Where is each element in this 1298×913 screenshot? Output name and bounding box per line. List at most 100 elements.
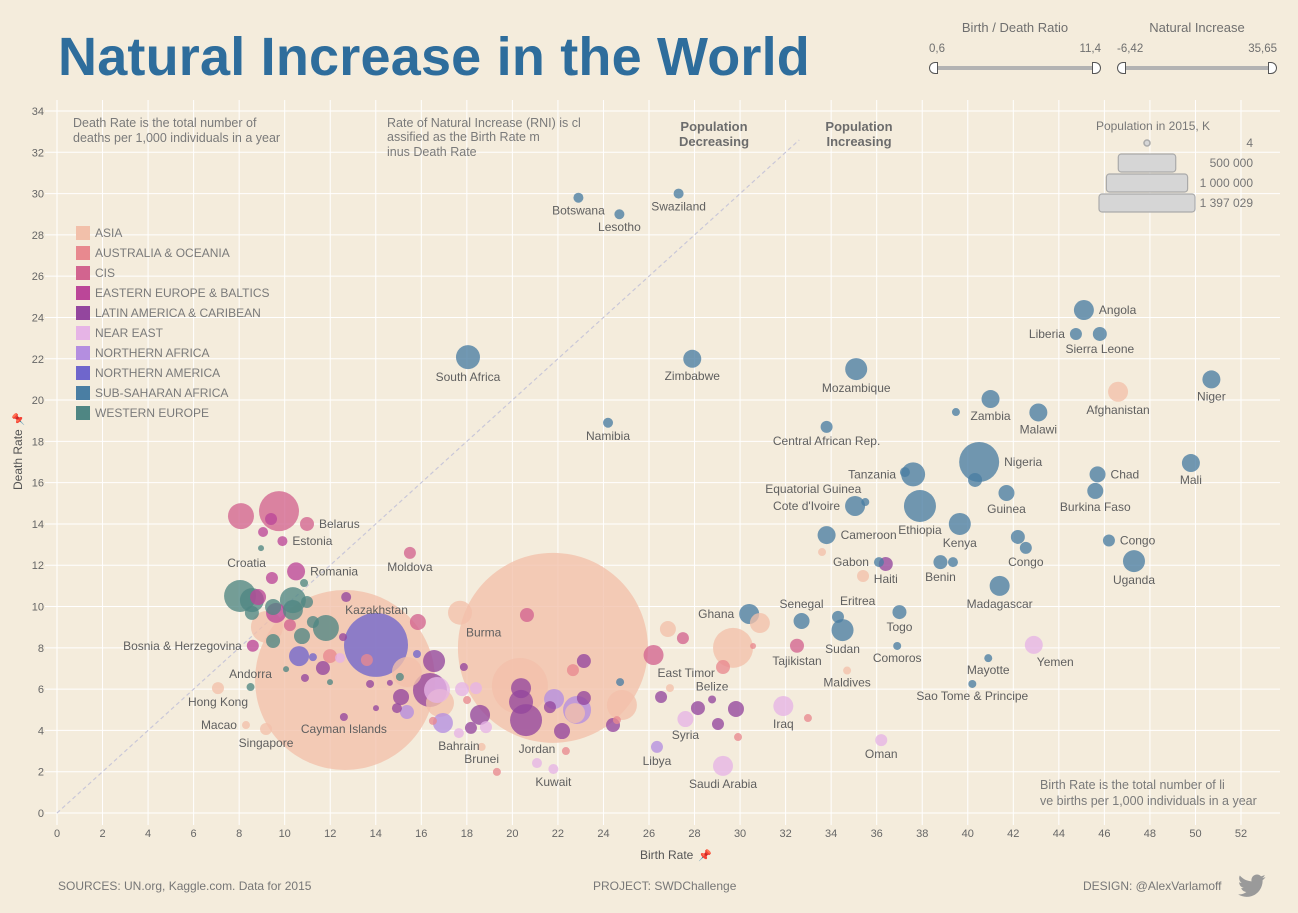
- bubble-brunei[interactable]: [477, 742, 486, 751]
- bubble[interactable]: [282, 600, 303, 621]
- bubble[interactable]: [432, 712, 453, 733]
- bubble[interactable]: [690, 701, 705, 716]
- bubble-eritrea[interactable]: [831, 610, 844, 623]
- bubble[interactable]: [306, 616, 319, 629]
- legend-item-cis[interactable]: CIS: [76, 266, 115, 280]
- bubble-niger[interactable]: [1202, 370, 1221, 389]
- bubble-central-african-rep-[interactable]: [820, 420, 833, 433]
- bubble[interactable]: [399, 705, 414, 720]
- bubble[interactable]: [459, 663, 468, 672]
- bubble[interactable]: [300, 673, 309, 682]
- design-credit[interactable]: DESIGN: @AlexVarlamoff: [1083, 879, 1222, 893]
- bubble[interactable]: [470, 704, 491, 725]
- slider-min-handle[interactable]: [929, 62, 938, 74]
- bubble[interactable]: [968, 472, 983, 487]
- bubble[interactable]: [300, 578, 309, 587]
- bubble-comoros[interactable]: [893, 641, 902, 650]
- bubble[interactable]: [616, 678, 625, 687]
- bubble[interactable]: [293, 628, 310, 645]
- legend-item-australia-oceania[interactable]: AUSTRALIA & OCEANIA: [76, 246, 230, 260]
- bubble[interactable]: [857, 569, 870, 582]
- bubble[interactable]: [312, 615, 339, 642]
- legend-item-northern-america[interactable]: NORTHERN AMERICA: [76, 366, 220, 380]
- bubble-congo[interactable]: [1019, 541, 1032, 554]
- bubble[interactable]: [455, 682, 470, 697]
- bubble[interactable]: [463, 696, 472, 705]
- bubble[interactable]: [464, 721, 477, 734]
- bubble-togo[interactable]: [892, 605, 907, 620]
- bubble-sao-tome-principe[interactable]: [968, 679, 977, 688]
- bubble[interactable]: [343, 612, 408, 677]
- bubble[interactable]: [606, 690, 637, 721]
- bubble[interactable]: [338, 633, 347, 642]
- twitter-icon[interactable]: [1238, 874, 1266, 898]
- bubble-andorra[interactable]: [246, 683, 255, 692]
- bubble[interactable]: [576, 654, 591, 669]
- bubble[interactable]: [511, 678, 532, 699]
- bubble-south-africa[interactable]: [455, 345, 480, 370]
- bubble[interactable]: [391, 656, 422, 687]
- bubble-gabon[interactable]: [873, 557, 884, 568]
- bubble-cameroon[interactable]: [817, 526, 836, 545]
- bubble[interactable]: [749, 613, 770, 634]
- bubble[interactable]: [258, 526, 269, 537]
- bubble[interactable]: [727, 700, 744, 717]
- slider-max-handle[interactable]: [1268, 62, 1277, 74]
- slider-max-handle[interactable]: [1092, 62, 1101, 74]
- bubble-afghanistan[interactable]: [1108, 381, 1129, 402]
- bubble[interactable]: [327, 679, 333, 686]
- pin-icon[interactable]: 📌: [11, 412, 25, 426]
- bubble-malawi[interactable]: [1029, 403, 1048, 422]
- bubble[interactable]: [366, 679, 375, 688]
- bubble[interactable]: [711, 718, 724, 731]
- bubble[interactable]: [373, 705, 379, 712]
- bubble[interactable]: [266, 634, 281, 649]
- natural-increase-filter[interactable]: Natural Increase -6,42 35,65: [1117, 20, 1277, 74]
- bubble-botswana[interactable]: [573, 192, 584, 203]
- bubble[interactable]: [655, 690, 668, 703]
- bubble-lesotho[interactable]: [614, 209, 625, 220]
- bubble-chad[interactable]: [1089, 466, 1106, 483]
- bubble[interactable]: [716, 660, 730, 675]
- bubble-hong-kong[interactable]: [211, 682, 224, 695]
- bubble[interactable]: [951, 408, 960, 417]
- bubble[interactable]: [803, 714, 812, 723]
- bubble-sierra-leone[interactable]: [1092, 326, 1107, 341]
- bubble-mali[interactable]: [1181, 454, 1200, 473]
- bubble-estonia[interactable]: [277, 536, 288, 547]
- bubble[interactable]: [412, 650, 421, 659]
- bubble-bahrain[interactable]: [453, 728, 464, 739]
- bubble-sudan[interactable]: [831, 619, 854, 642]
- bubble[interactable]: [428, 716, 437, 725]
- legend-item-sub-saharan-africa[interactable]: SUB-SAHARAN AFRICA: [76, 386, 228, 400]
- bubble[interactable]: [409, 614, 426, 631]
- bubble[interactable]: [315, 661, 330, 676]
- bubble[interactable]: [750, 642, 757, 649]
- bubble[interactable]: [665, 684, 674, 693]
- bubble[interactable]: [395, 672, 404, 681]
- bubble-macao[interactable]: [241, 721, 250, 730]
- bubble-kenya[interactable]: [948, 512, 971, 535]
- bubble-zambia[interactable]: [981, 390, 1000, 409]
- bubble[interactable]: [554, 723, 571, 740]
- bubble[interactable]: [301, 595, 314, 608]
- bubble[interactable]: [1010, 529, 1025, 544]
- bubble-east-timor[interactable]: [643, 645, 664, 666]
- bubble[interactable]: [612, 716, 621, 725]
- bubble[interactable]: [393, 688, 410, 705]
- bubble-croatia[interactable]: [265, 572, 278, 585]
- pin-icon[interactable]: 📌: [698, 848, 712, 862]
- bubble-romania[interactable]: [287, 562, 306, 581]
- bubble-guinea[interactable]: [998, 484, 1015, 501]
- bubble-equatorial-guinea[interactable]: [861, 498, 870, 507]
- bubble[interactable]: [492, 767, 501, 776]
- bubble[interactable]: [566, 664, 579, 677]
- bubble[interactable]: [479, 721, 492, 734]
- legend-item-western-europe[interactable]: WESTERN EUROPE: [76, 406, 209, 420]
- bubble-maldives[interactable]: [843, 666, 852, 675]
- bubble[interactable]: [424, 676, 451, 703]
- bubble-burma[interactable]: [448, 600, 473, 625]
- bubble[interactable]: [676, 632, 689, 645]
- bubble-belarus[interactable]: [300, 516, 315, 531]
- bubble-oman[interactable]: [875, 734, 888, 747]
